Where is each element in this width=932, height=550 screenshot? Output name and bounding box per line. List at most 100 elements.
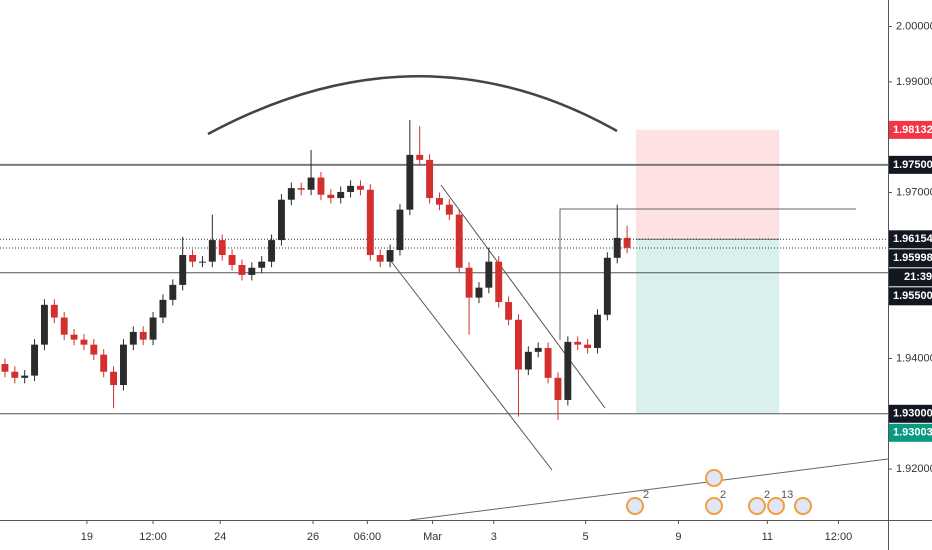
countdown-bg <box>889 268 932 287</box>
candle-body <box>198 261 206 263</box>
event-icon[interactable] <box>748 497 766 515</box>
event-icon[interactable] <box>626 497 644 515</box>
candle-body <box>574 341 582 345</box>
candle-body <box>11 371 19 378</box>
candle-body <box>603 257 611 315</box>
y-tick-label: 1.94000 <box>896 352 932 364</box>
x-tick-label: Mar <box>423 531 442 543</box>
event-count: 2 <box>720 489 726 501</box>
range-box <box>559 208 856 340</box>
candle-body <box>317 177 325 195</box>
candle-body <box>110 371 118 386</box>
candle-body <box>475 287 483 298</box>
price-label: 1.95998 <box>893 252 932 264</box>
event-icon[interactable] <box>705 469 723 487</box>
candle-body <box>159 299 167 318</box>
x-tick-label: 06:00 <box>354 531 382 543</box>
candle-body <box>426 159 434 199</box>
candle-body <box>287 188 295 200</box>
candle-body <box>455 214 463 268</box>
countdown: 21:39 <box>904 271 932 283</box>
y-tick-label: 1.99000 <box>896 76 932 88</box>
candle-body <box>228 255 236 265</box>
candle-body <box>337 191 345 199</box>
candle-body <box>119 344 127 386</box>
candle-body <box>258 261 266 268</box>
plot-background <box>0 0 888 520</box>
candles <box>1 120 631 420</box>
event-icon[interactable] <box>794 497 812 515</box>
price-label-bg <box>889 230 932 249</box>
events: 2 2 2 13 <box>626 469 812 515</box>
y-tick-label: 2.00000 <box>896 20 932 32</box>
candle-body <box>238 264 246 275</box>
candle-body <box>248 267 256 275</box>
candle-body <box>327 194 335 199</box>
candle-body <box>356 185 364 190</box>
price-label: 1.93000 <box>893 408 932 420</box>
x-tick-label: 5 <box>583 531 589 543</box>
x-tick-label: 12:00 <box>825 531 853 543</box>
y-tick-label: 1.92000 <box>896 463 932 475</box>
candle-body <box>376 255 384 262</box>
x-tick-label: 19 <box>81 531 93 543</box>
candle-body <box>169 284 177 300</box>
price-label: 1.98132 <box>893 124 932 136</box>
candle-body <box>445 204 453 215</box>
candle-body <box>396 209 404 251</box>
price-label-bg <box>889 287 932 306</box>
x-tick-label: 24 <box>214 531 226 543</box>
candle-body <box>515 319 522 370</box>
candle-body <box>554 377 562 400</box>
candle-body <box>70 334 78 340</box>
channel-line <box>440 184 606 409</box>
candle-body <box>139 331 147 340</box>
plot-area <box>0 0 888 520</box>
candle-body <box>544 347 552 378</box>
candle-body <box>149 317 157 340</box>
candle-body <box>80 339 88 345</box>
event-icon[interactable] <box>767 497 785 515</box>
candle-body <box>623 237 631 248</box>
stop-zone <box>635 129 780 240</box>
channel-line <box>386 255 553 471</box>
candle-body <box>40 304 48 345</box>
y-tick-label: 1.97000 <box>896 186 932 198</box>
candle-body <box>347 185 355 192</box>
candle-body <box>100 354 108 372</box>
candle-body <box>307 177 315 190</box>
candle-body <box>189 255 197 262</box>
candle-body <box>208 240 216 262</box>
trend-line <box>409 458 889 521</box>
candle-body <box>268 240 276 262</box>
candle-body <box>613 237 621 258</box>
x-tick-label: 11 <box>762 531 773 543</box>
candle-body <box>416 154 424 160</box>
candle-body <box>277 199 285 241</box>
candle-body <box>465 267 473 298</box>
candle-body <box>485 261 493 288</box>
candle-body <box>60 317 68 335</box>
price-label-bg <box>889 120 932 139</box>
candle-body <box>297 188 305 190</box>
candle-body <box>179 255 187 285</box>
candle-body <box>505 302 513 320</box>
candle-body <box>386 250 394 262</box>
x-tick-label: 3 <box>491 531 497 543</box>
candle-body <box>584 344 592 348</box>
price-label-bg <box>889 404 932 423</box>
candle-body <box>495 261 503 303</box>
candle-body <box>534 347 542 352</box>
price-label: 1.93003 <box>893 427 932 439</box>
candle-body <box>406 154 414 210</box>
candle-body <box>129 331 137 345</box>
event-count: 2 <box>643 489 649 501</box>
event-icon[interactable] <box>705 497 723 515</box>
event-count: 2 <box>764 489 770 501</box>
price-label-bg <box>889 155 932 174</box>
price-label-bg <box>889 423 932 442</box>
price-label: 1.97500 <box>893 159 932 171</box>
candle-body <box>564 341 572 400</box>
